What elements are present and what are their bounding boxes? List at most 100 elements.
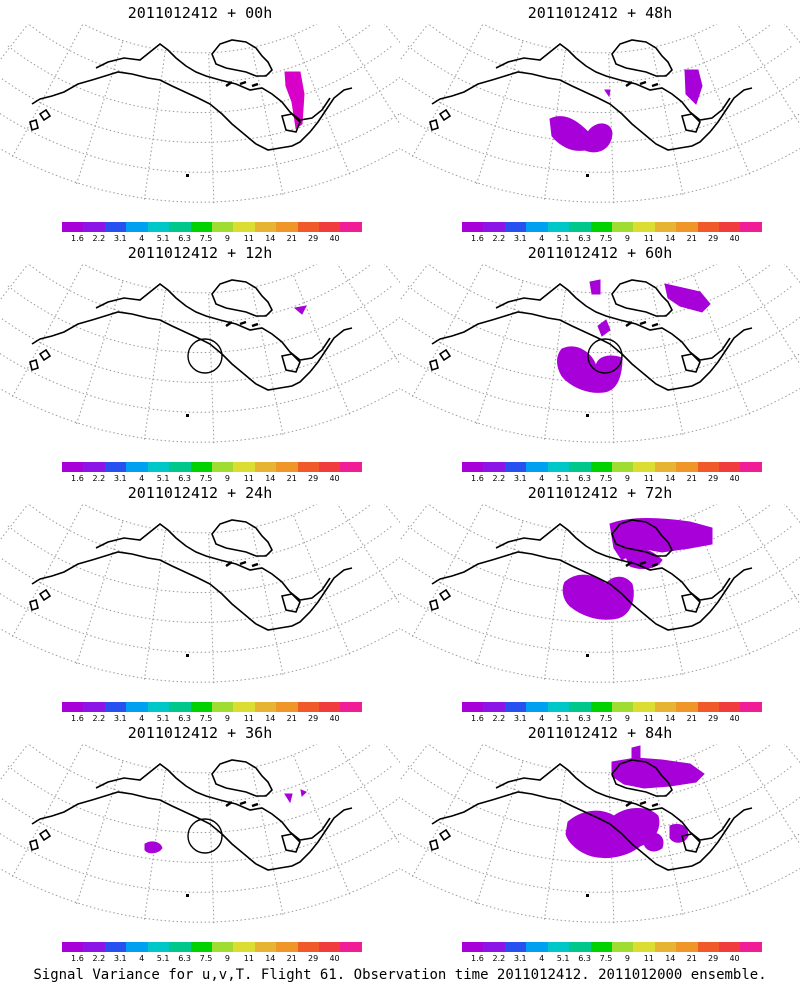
- colorbar-tick-label: 29: [708, 714, 719, 723]
- colorbar-tick-label: 21: [686, 714, 697, 723]
- graticule: [0, 744, 400, 924]
- coastline: [29, 519, 353, 631]
- colorbar-tick-label: 5.1: [156, 954, 170, 963]
- variance-region: [669, 823, 689, 843]
- colorbar-swatch: [190, 702, 212, 712]
- colorbar-tick-label: 7.5: [599, 474, 613, 483]
- colorbar-tick-label: 7.5: [599, 234, 613, 243]
- graticule: [0, 504, 400, 684]
- colorbar-swatch: [340, 462, 362, 472]
- colorbar-swatch: [483, 702, 505, 712]
- panel-title: 2011012412 + 48h: [527, 4, 673, 22]
- colorbar-swatch: [233, 222, 255, 232]
- colorbar-swatch: [611, 942, 634, 952]
- colorbar-tick-label: 4: [539, 474, 545, 483]
- colorbar-labels: 1.6 2.2 3.1 4 5.1 6.3 7.5 9 11 14 21 29 40: [62, 474, 362, 484]
- colorbar-tick-label: 3.1: [513, 714, 527, 723]
- colorbar-swatch: [462, 222, 484, 232]
- colorbar-swatch: [211, 222, 234, 232]
- colorbar-swatch: [340, 222, 362, 232]
- coastline: [429, 519, 753, 631]
- colorbar-swatch: [62, 222, 84, 232]
- colorbar-tick-label: 2.2: [92, 234, 106, 243]
- colorbar-swatch: [547, 462, 570, 472]
- colorbar-swatch: [104, 942, 127, 952]
- colorbar-tick-label: 9: [624, 474, 630, 483]
- observation-circle: [187, 338, 223, 374]
- island-marker: [186, 414, 189, 417]
- colorbar-tick-label: 2.2: [92, 474, 106, 483]
- coastline: [429, 39, 753, 151]
- colorbar-swatch: [526, 462, 548, 472]
- colorbar-tick-label: 1.6: [471, 714, 484, 723]
- colorbar-tick-label: 40: [729, 714, 740, 723]
- variance-region: [643, 832, 664, 852]
- variance-region: [604, 89, 611, 98]
- polar-map: [400, 24, 800, 204]
- forecast-panel-12h: 2011012412 + 12h 1.6 2.2 3.1 4 5.1 6.3 7.5 9 11 1…: [0, 240, 400, 483]
- colorbar-tick-label: 1.6: [471, 954, 484, 963]
- colorbar-swatch: [462, 942, 484, 952]
- colorbar-tick-label: 4: [539, 234, 545, 243]
- colorbar-tick-label: 14: [665, 234, 676, 243]
- colorbar-swatch: [719, 702, 741, 712]
- colorbar-tick-label: 40: [729, 234, 740, 243]
- colorbar-swatch: [254, 702, 277, 712]
- variance-region: [562, 574, 634, 620]
- colorbar-tick-label: 14: [265, 234, 276, 243]
- colorbar-tick-label: 14: [665, 954, 676, 963]
- colorbar-tick-label: 29: [708, 234, 719, 243]
- variance-region: [631, 745, 641, 759]
- colorbar-swatch: [526, 222, 548, 232]
- variance-region: [284, 793, 293, 804]
- colorbar-swatch: [233, 702, 255, 712]
- colorbar-swatch: [254, 462, 277, 472]
- variance-region: [549, 116, 613, 153]
- colorbar-tick-label: 1.6: [71, 714, 84, 723]
- colorbar-swatch: [719, 942, 741, 952]
- colorbar-tick-label: 21: [286, 474, 297, 483]
- colorbar-tick-label: 9: [224, 474, 230, 483]
- colorbar-tick-label: 11: [243, 954, 254, 963]
- colorbar-tick-label: 2.2: [492, 234, 506, 243]
- colorbar-tick-label: 11: [643, 474, 654, 483]
- colorbar-swatch: [547, 942, 570, 952]
- polar-map: [0, 744, 400, 924]
- colorbar-swatch: [276, 702, 298, 712]
- colorbar-swatch: [483, 942, 505, 952]
- colorbar-tick-label: 4: [539, 954, 545, 963]
- colorbar-swatch: [611, 222, 634, 232]
- forecast-panel-60h: 2011012412 + 60h 1.6 2.2 3.1 4 5.1 6.3 7.5 9 11 1…: [400, 240, 800, 483]
- colorbar-swatch: [676, 942, 698, 952]
- colorbar-swatch: [104, 462, 127, 472]
- colorbar-tick-label: 5.1: [156, 234, 170, 243]
- colorbar-tick-label: 2.2: [492, 954, 506, 963]
- colorbar-swatch: [340, 702, 362, 712]
- colorbar-tick-label: 1.6: [471, 474, 484, 483]
- colorbar-tick-label: 7.5: [199, 954, 213, 963]
- colorbar-swatch: [483, 222, 505, 232]
- colorbar-tick-label: 6.3: [578, 474, 591, 483]
- colorbar-tick-label: 9: [224, 714, 230, 723]
- colorbar-tick-label: 3.1: [113, 234, 127, 243]
- colorbar-tick-label: 6.3: [578, 234, 591, 243]
- coastline: [29, 279, 353, 391]
- colorbar-swatch: [62, 942, 84, 952]
- panel-title: 2011012412 + 36h: [127, 724, 273, 742]
- colorbar-swatch: [126, 942, 148, 952]
- colorbar-tick-label: 3.1: [513, 474, 527, 483]
- figure-caption: Signal Variance for u,v,T. Flight 61. Ob…: [33, 967, 767, 983]
- variance-region: [597, 319, 611, 337]
- colorbar-tick-label: 4: [539, 714, 545, 723]
- colorbar-swatch: [233, 462, 255, 472]
- colorbar-swatch: [462, 702, 484, 712]
- forecast-panel-24h: 2011012412 + 24h 1.6 2.2 3.1 4 5.1 6.3 7.5 9 11 1…: [0, 480, 400, 723]
- variance-region: [557, 346, 623, 393]
- colorbar-swatch: [104, 702, 127, 712]
- colorbar-labels: 1.6 2.2 3.1 4 5.1 6.3 7.5 9 11 14 21 29 40: [462, 474, 762, 484]
- colorbar-tick-label: 29: [308, 474, 319, 483]
- colorbar-tick-label: 9: [224, 954, 230, 963]
- colorbar: [462, 942, 762, 952]
- colorbar-tick-label: 7.5: [199, 714, 213, 723]
- colorbar: [462, 462, 762, 472]
